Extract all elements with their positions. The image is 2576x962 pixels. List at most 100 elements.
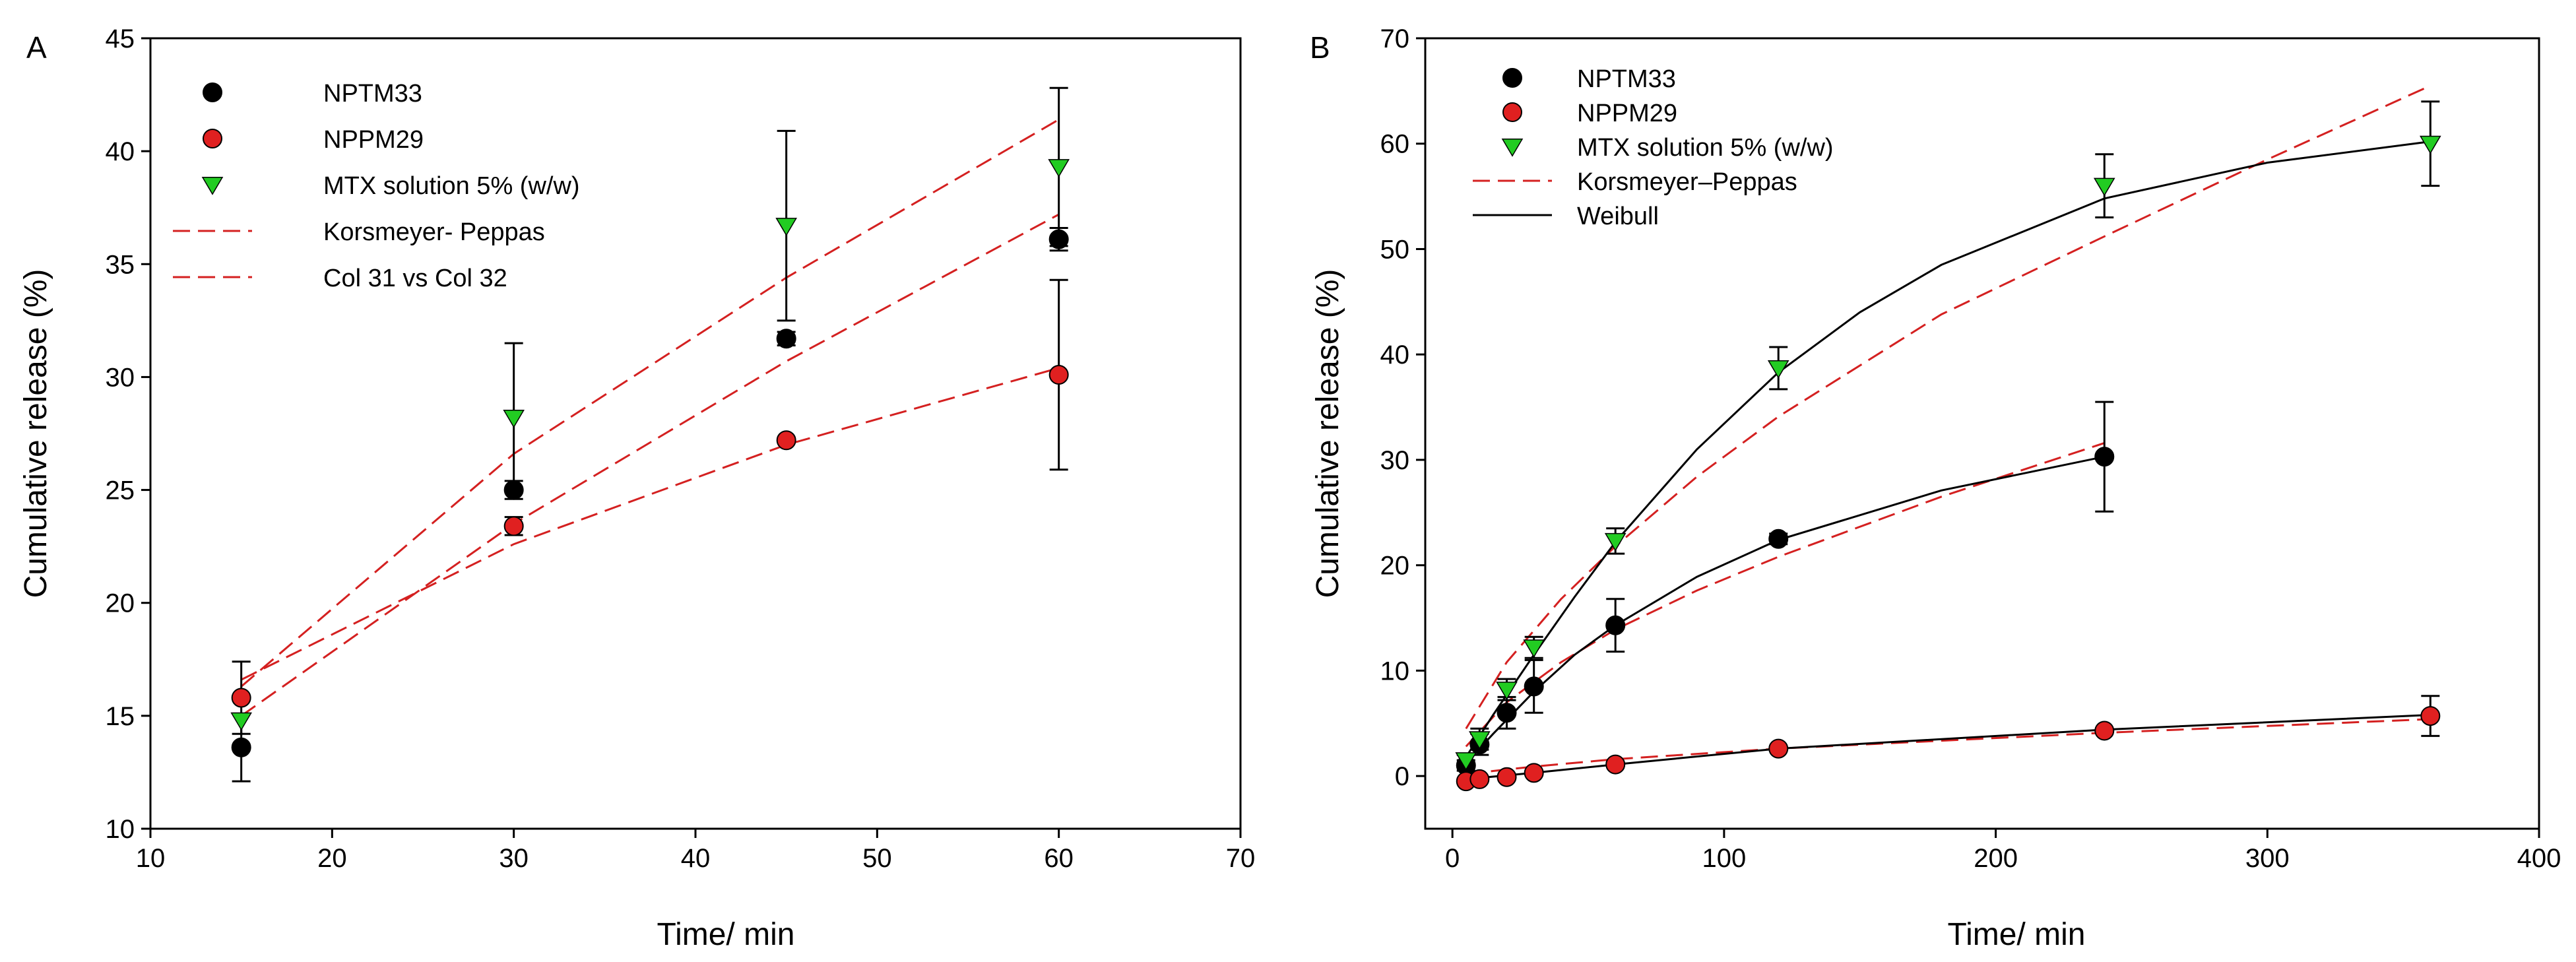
data-point-nptm33 — [1768, 529, 1789, 549]
axis-ticks: 10 20 30 40 50 60 70 10 15 20 25 30 35 40 45 — [106, 24, 1256, 873]
y-tick-label: 15 — [106, 702, 135, 731]
y-tick-label: 25 — [106, 476, 135, 505]
legend-marker — [1502, 102, 1522, 122]
x-tick-label: 200 — [1974, 844, 2018, 873]
legend-label: MTX solution 5% (w/w) — [323, 172, 580, 200]
x-tick-label: 0 — [1445, 844, 1460, 873]
y-tick-label: 10 — [106, 815, 135, 844]
y-axis-label: Cumulative release (%) — [18, 269, 53, 598]
y-tick-label: 30 — [1380, 446, 1410, 475]
data-point-mtx-solution-5-w-w — [1048, 159, 1070, 177]
legend-label: NPTM33 — [1577, 65, 1676, 93]
fit-line-weibull-mtx-solution — [1465, 141, 2431, 758]
data-point-nppm29 — [776, 430, 796, 451]
legend-label: Weibull — [1577, 203, 1659, 230]
legend-marker — [1502, 68, 1522, 88]
data-point-nppm29 — [1768, 738, 1789, 759]
x-tick-label: 400 — [2517, 844, 2561, 873]
y-tick-label: 45 — [106, 24, 135, 53]
data-point-mtx-solution-5-w-w — [2093, 177, 2115, 197]
data-point-nptm33 — [1524, 676, 1544, 697]
data-point-nppm29 — [1048, 365, 1069, 385]
fit-line-col-31-vs-col-32 — [241, 367, 1060, 681]
data-points — [230, 86, 1070, 783]
y-axis-label: Cumulative release (%) — [1310, 269, 1345, 598]
data-point-nppm29 — [2420, 706, 2441, 726]
y-tick-label: 70 — [1380, 24, 1410, 53]
data-points — [1455, 100, 2441, 792]
fit-line-weibull-nppm29 — [1465, 714, 2431, 781]
axis-ticks: 0 100 200 300 400 0 10 20 30 40 50 60 70 — [1380, 24, 2561, 873]
legend-label: Korsmeyer–Peppas — [1577, 168, 1797, 196]
legend-item: NPPM29 — [1502, 100, 1677, 127]
legend-label: MTX solution 5% (w/w) — [1577, 134, 1834, 162]
legend: NPTM33 NPPM29 MTX solution 5% (w/w) Korsmey… — [1473, 65, 1834, 230]
data-point-nptm33 — [1497, 703, 1517, 723]
legend-item: Korsmeyer–Peppas — [1473, 168, 1797, 196]
data-point-mtx-solution-5-w-w — [775, 218, 797, 236]
series-nppm29 — [231, 278, 1069, 735]
panel-b: B 0 100 200 300 400 0 10 20 30 40 50 60 70 Time/ min… — [1310, 24, 2561, 952]
legend-label: NPPM29 — [1577, 100, 1677, 127]
fit-curves — [240, 118, 1060, 717]
x-tick-label: 100 — [1702, 844, 1747, 873]
legend-label: NPTM33 — [323, 80, 422, 108]
data-point-nptm33 — [231, 737, 251, 757]
x-tick-label: 30 — [499, 844, 529, 873]
legend-item: NPPM29 — [203, 126, 424, 154]
y-tick-label: 40 — [1380, 340, 1410, 369]
data-point-mtx-solution-5-w-w — [1767, 360, 1789, 379]
legend-item: MTX solution 5% (w/w) — [1501, 134, 1834, 162]
x-tick-label: 20 — [317, 844, 347, 873]
y-tick-label: 20 — [106, 589, 135, 618]
y-tick-label: 50 — [1380, 235, 1410, 264]
panel-label: B — [1310, 30, 1330, 65]
data-point-nppm29 — [1497, 767, 1517, 787]
legend-label: Col 31 vs Col 32 — [323, 265, 507, 292]
data-point-nptm33 — [776, 329, 796, 349]
fit-line-korsmeyer-peppas-mtx-solution — [1465, 84, 2431, 730]
fit-line-korsmeyer-peppas-nptm33 — [240, 213, 1060, 717]
data-point-nppm29 — [503, 516, 524, 536]
legend-marker — [201, 177, 224, 195]
legend-marker — [1501, 139, 1524, 157]
panel-label: A — [26, 30, 47, 65]
legend-item: Korsmeyer- Peppas — [173, 218, 545, 246]
data-point-mtx-solution-5-w-w — [2420, 135, 2441, 154]
x-tick-label: 40 — [681, 844, 711, 873]
legend-marker — [203, 129, 222, 148]
y-tick-label: 30 — [106, 363, 135, 392]
panel-a: A 10 20 30 40 50 60 70 10 15 20 25 30 35 40 45 Time/ m… — [18, 24, 1255, 952]
y-tick-label: 0 — [1395, 762, 1409, 791]
series-mtx-solution-5-w-w — [1455, 100, 2441, 771]
y-tick-label: 40 — [106, 137, 135, 166]
legend-item: NPTM33 — [1502, 65, 1676, 93]
data-point-nppm29 — [1605, 754, 1626, 775]
x-tick-label: 10 — [136, 844, 166, 873]
legend-item: Weibull — [1473, 203, 1659, 230]
data-point-mtx-solution-5-w-w — [1496, 682, 1518, 700]
legend-item: Col 31 vs Col 32 — [173, 265, 507, 292]
y-tick-label: 10 — [1380, 657, 1410, 686]
series-mtx-solution-5-w-w — [230, 86, 1070, 731]
data-point-nppm29 — [231, 688, 251, 708]
series-nppm29 — [1456, 695, 2441, 792]
data-point-nptm33 — [1605, 615, 1626, 635]
y-tick-label: 35 — [106, 250, 135, 279]
legend-label: Korsmeyer- Peppas — [323, 218, 545, 246]
data-point-mtx-solution-5-w-w — [503, 410, 525, 428]
plot-frame — [1424, 37, 2540, 830]
legend-marker — [203, 82, 222, 102]
fit-line-korsmeyer-peppas-nppm29 — [1465, 718, 2431, 775]
x-tick-label: 70 — [1226, 844, 1256, 873]
data-point-mtx-solution-5-w-w — [230, 712, 252, 731]
data-point-mtx-solution-5-w-w — [1469, 731, 1491, 750]
y-tick-label: 60 — [1380, 130, 1410, 159]
data-point-mtx-solution-5-w-w — [1604, 532, 1626, 552]
fit-line-korsmeyer-peppas-mtx-solution — [240, 118, 1060, 688]
x-tick-label: 300 — [2245, 844, 2290, 873]
legend: NPTM33 NPPM29 MTX solution 5% (w/w) Korsmey… — [173, 80, 580, 292]
data-point-nppm29 — [2094, 721, 2115, 741]
